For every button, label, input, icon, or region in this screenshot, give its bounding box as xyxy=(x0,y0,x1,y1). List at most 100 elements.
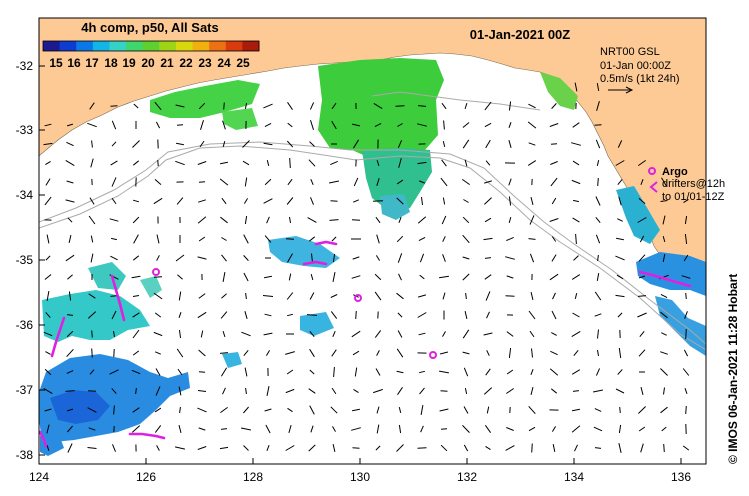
argo-legend-label: Argo xyxy=(662,166,688,178)
current-vector xyxy=(508,178,512,186)
current-vector xyxy=(332,272,336,282)
current-vector xyxy=(308,444,316,452)
current-vector xyxy=(110,105,118,107)
current-vector xyxy=(175,160,185,166)
colorbar-tick: 24 xyxy=(217,56,231,70)
current-vector xyxy=(397,312,403,318)
current-vector xyxy=(66,123,74,127)
current-vector xyxy=(484,197,492,205)
colorbar-cell xyxy=(159,41,177,51)
current-vector xyxy=(574,82,578,92)
current-vector xyxy=(65,159,75,167)
current-vector xyxy=(197,390,207,392)
current-vector xyxy=(66,141,74,147)
current-vector xyxy=(131,275,141,279)
colorbar-tick: 23 xyxy=(198,56,212,70)
current-vector xyxy=(66,314,74,316)
current-vector xyxy=(574,444,578,452)
current-vector xyxy=(197,446,207,450)
current-vector xyxy=(242,160,250,166)
current-vector xyxy=(594,291,602,301)
current-vector xyxy=(462,425,470,433)
current-vector xyxy=(179,329,181,339)
current-vector xyxy=(572,199,580,203)
current-vector xyxy=(617,369,623,375)
current-vector xyxy=(396,348,404,358)
current-vector xyxy=(527,160,537,166)
current-vector xyxy=(176,348,184,358)
current-vector xyxy=(465,292,467,300)
colorbar-frame xyxy=(42,40,260,52)
current-vector xyxy=(286,292,294,300)
current-vector xyxy=(549,123,559,127)
current-vector xyxy=(464,310,468,320)
current-vector xyxy=(244,311,248,319)
current-vector xyxy=(617,218,623,222)
current-vector xyxy=(596,159,600,167)
current-vector xyxy=(574,292,578,300)
current-vector xyxy=(442,254,446,262)
current-vector xyxy=(353,199,359,203)
current-vector xyxy=(638,275,646,279)
current-vector xyxy=(597,177,599,187)
current-vector xyxy=(462,139,470,149)
current-vector xyxy=(132,312,140,318)
current-vector xyxy=(88,293,96,299)
current-vector xyxy=(484,257,492,259)
current-vector xyxy=(222,140,226,148)
y-tick-label: -35 xyxy=(16,253,34,267)
current-vector xyxy=(111,177,117,187)
current-vector xyxy=(551,103,557,109)
current-vector xyxy=(109,369,119,375)
current-vector xyxy=(155,351,161,355)
current-vector xyxy=(287,122,293,128)
current-vector xyxy=(373,102,383,110)
current-vector xyxy=(241,331,251,337)
current-vector xyxy=(67,425,73,433)
isobaths xyxy=(39,91,706,351)
current-vector xyxy=(43,142,53,146)
current-vector xyxy=(551,197,557,205)
current-vector xyxy=(463,367,469,377)
current-vector xyxy=(376,234,380,244)
current-vector xyxy=(593,426,603,432)
current-vector xyxy=(351,330,361,338)
current-vector xyxy=(287,253,293,263)
x-tick-label: 134 xyxy=(564,470,584,484)
current-vector xyxy=(153,197,163,205)
current-vector xyxy=(44,408,52,412)
colorbar-cell xyxy=(209,41,227,51)
current-vector xyxy=(197,216,207,224)
current-vector xyxy=(221,293,227,299)
current-vector xyxy=(176,142,184,146)
current-vector xyxy=(660,368,668,376)
current-vector xyxy=(264,408,272,412)
current-vector xyxy=(179,406,181,414)
current-vector xyxy=(575,233,577,245)
current-vector xyxy=(376,159,380,167)
current-vector xyxy=(330,160,338,166)
current-vector xyxy=(439,351,449,355)
current-vector xyxy=(484,122,492,128)
current-vector xyxy=(198,371,206,373)
colorbar-cell xyxy=(126,41,144,51)
y-axis-labels: -32 -33 -34 -35 -36 -37 -38 xyxy=(16,59,34,462)
current-vector xyxy=(684,215,688,225)
current-vector xyxy=(638,198,646,204)
datetime-title: 01-Jan-2021 00Z xyxy=(470,27,571,42)
drifter-legend-line2: to 01/01-12Z xyxy=(662,191,725,203)
current-vector xyxy=(46,291,50,301)
current-vector xyxy=(550,143,558,145)
current-vector xyxy=(549,368,559,376)
current-vector xyxy=(110,237,118,241)
current-vector xyxy=(155,121,161,129)
current-vector xyxy=(200,120,204,130)
current-vector xyxy=(508,101,512,111)
current-vector xyxy=(155,386,161,396)
current-vector xyxy=(352,256,360,260)
current-vector xyxy=(397,330,403,338)
current-vector xyxy=(661,177,667,187)
current-vector xyxy=(89,369,95,375)
current-vector xyxy=(110,255,118,261)
